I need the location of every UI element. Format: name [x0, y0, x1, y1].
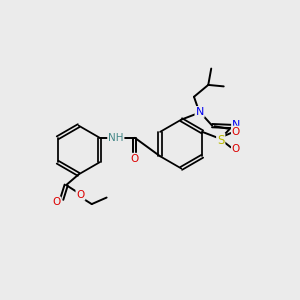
- Text: O: O: [232, 144, 240, 154]
- Text: N: N: [195, 107, 204, 117]
- Text: O: O: [76, 190, 85, 200]
- Text: O: O: [131, 154, 139, 164]
- Text: N: N: [232, 120, 240, 130]
- Text: S: S: [217, 134, 224, 147]
- Text: O: O: [52, 197, 61, 207]
- Text: NH: NH: [108, 133, 124, 143]
- Text: O: O: [232, 127, 240, 136]
